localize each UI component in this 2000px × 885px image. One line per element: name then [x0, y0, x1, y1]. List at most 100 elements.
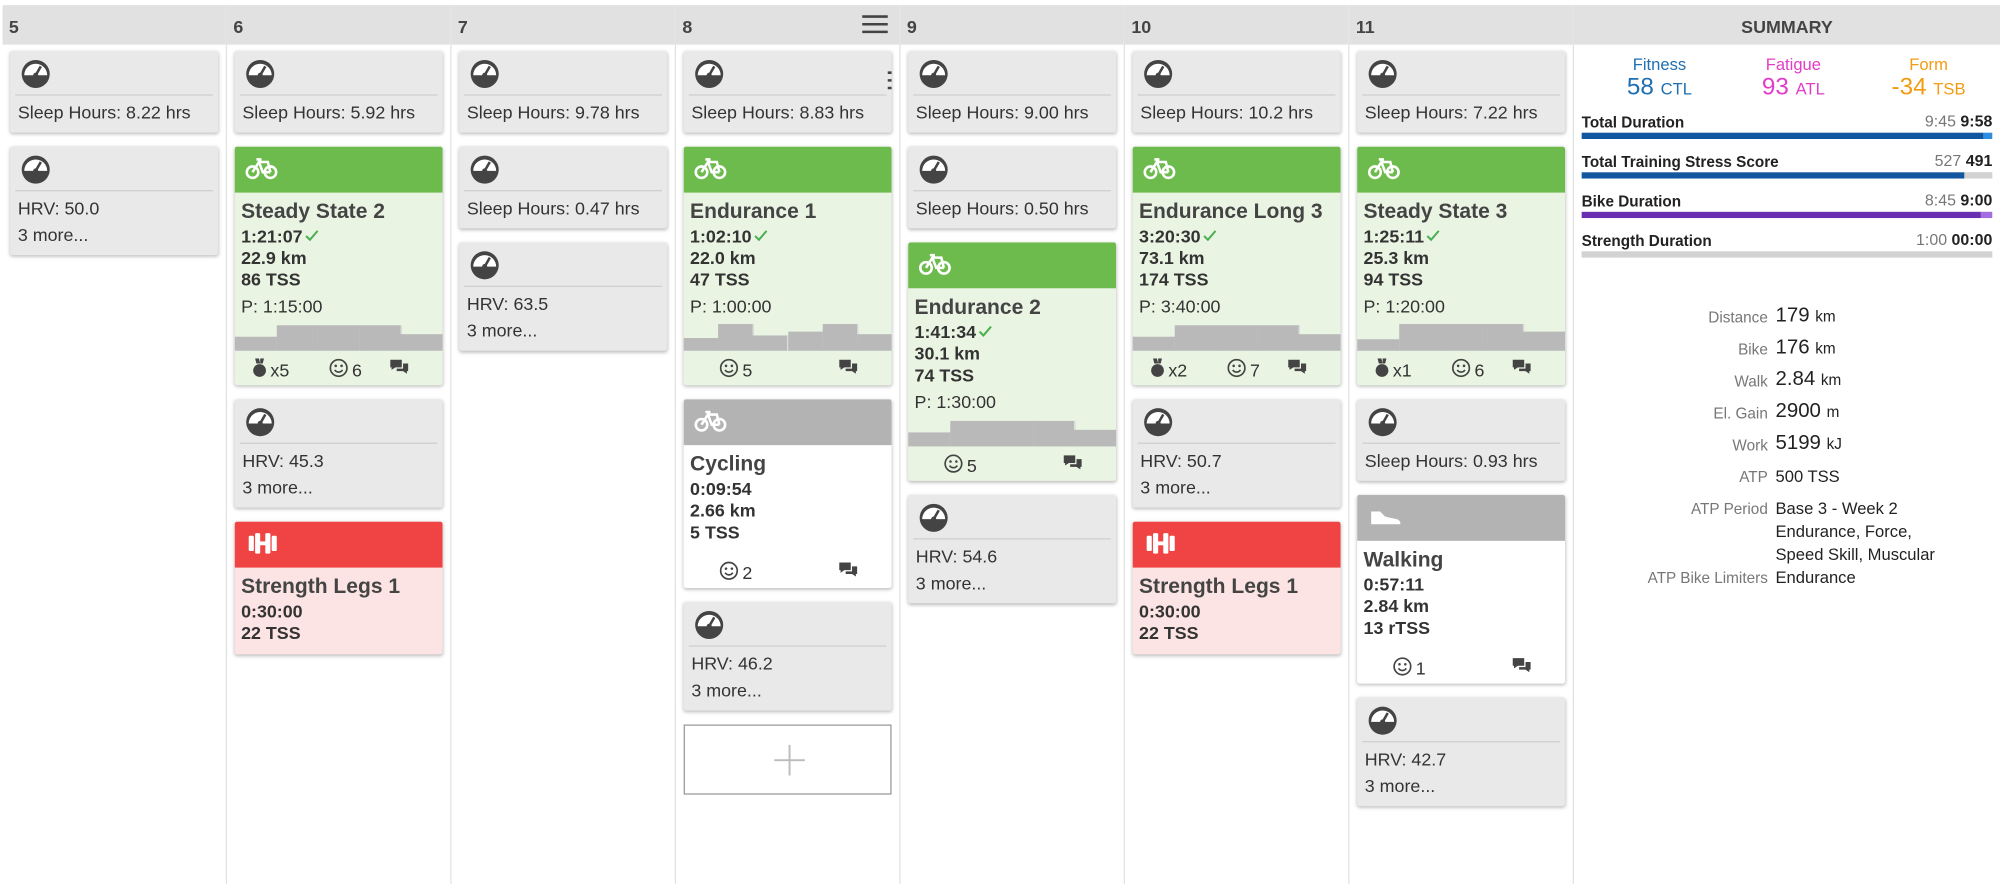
- metric-lines: Sleep Hours: 10.2 hrs: [1133, 96, 1341, 133]
- detail-label: ATP: [1739, 468, 1768, 486]
- metric-line: 3 more...: [915, 572, 987, 594]
- icon-shape: [1398, 663, 1401, 666]
- metric-card[interactable]: HRV: 63.5 3 more...: [459, 242, 668, 351]
- metric-card[interactable]: HRV: 54.6 3 more...: [908, 494, 1117, 604]
- workout-card[interactable]: Endurance 1 1:02:10 22.0 km 47 TSS P: 1:00:0…: [683, 146, 892, 386]
- icon-shape: [724, 572, 734, 576]
- icon-shape: [1153, 533, 1159, 554]
- metric-card[interactable]: Sleep Hours: 0.93 hrs: [1357, 399, 1566, 481]
- icon-shape: [1519, 661, 1531, 673]
- menu-icon[interactable]: [861, 14, 889, 34]
- workout-card[interactable]: Endurance 2 1:41:34 30.1 km 74 TSS P: 1:30:0…: [908, 242, 1117, 481]
- profile-segment: [949, 421, 993, 447]
- profile-segment: [991, 421, 1035, 447]
- icon-shape: [1371, 63, 1395, 76]
- chat-icon: [1287, 358, 1307, 378]
- chat[interactable]: [1511, 358, 1531, 378]
- card-list: Sleep Hours: 7.22 hrs Steady State 3 1:25:…: [1349, 45, 1572, 807]
- completed-check: [305, 226, 319, 246]
- icon-shape: [1063, 455, 1082, 470]
- detail-value: 179 km: [1775, 304, 1835, 330]
- profile-segment: [234, 336, 278, 351]
- icon-shape: [1146, 411, 1170, 424]
- icon-shape: [248, 533, 277, 554]
- metric-card[interactable]: Sleep Hours: 0.50 hrs: [908, 146, 1117, 229]
- detail-label: Bike: [1738, 340, 1768, 359]
- profile-segment: [1132, 336, 1176, 351]
- progress-row: Strength Duration 1:00 00:00: [1581, 224, 1993, 264]
- metric-card[interactable]: Sleep Hours: 9.00 hrs: [908, 51, 1117, 133]
- workout-card[interactable]: Walking 0:57:11 2.84 km 13 rTSS 1: [1357, 494, 1566, 684]
- icon-shape: [1144, 408, 1173, 437]
- chat[interactable]: [1511, 657, 1531, 677]
- workout-card[interactable]: Cycling 0:09:54 2.66 km 5 TSS 2: [683, 399, 892, 589]
- icon-shape: [329, 358, 348, 378]
- metric-card[interactable]: HRV: 45.3 3 more...: [234, 399, 443, 508]
- workout-card[interactable]: Steady State 2 1:21:07 22.9 km 86 TSS P: 1:1…: [234, 146, 443, 386]
- icon-shape: [248, 411, 272, 424]
- metric-card[interactable]: Sleep Hours: 9.78 hrs: [459, 51, 668, 133]
- metric-card[interactable]: Sleep Hours: 0.47 hrs: [459, 146, 668, 229]
- profile-segment: [317, 325, 361, 351]
- medal-count: x1: [1392, 359, 1412, 381]
- day-column: 8 Sleep Hours: 8.83 hrs Endurance 1 1:02:10…: [676, 5, 901, 884]
- icon-shape: [390, 359, 402, 370]
- profile-segment: [787, 331, 824, 351]
- chat[interactable]: [1062, 454, 1082, 474]
- workout-card[interactable]: Steady State 3 1:25:11 25.3 km 94 TSS P: 1:2…: [1357, 146, 1566, 386]
- icon-shape: [334, 369, 344, 373]
- workout-header: [908, 242, 1117, 289]
- detail-number: 179: [1775, 304, 1810, 327]
- metric-line: Sleep Hours: 9.78 hrs: [466, 102, 640, 123]
- profile-segment: [1174, 325, 1218, 351]
- chat[interactable]: [1287, 358, 1307, 378]
- metric-card[interactable]: Sleep Hours: 8.22 hrs: [10, 51, 219, 133]
- progress-track: [1581, 172, 1993, 179]
- profile-segment: [1074, 429, 1117, 447]
- icon-shape: [1512, 658, 1525, 669]
- metric-line: HRV: 63.5: [466, 293, 549, 314]
- metric-card[interactable]: HRV: 42.7 3 more...: [1357, 697, 1566, 807]
- icon-shape: [473, 159, 497, 171]
- workout-stat: 86 TSS: [241, 269, 301, 290]
- detail-row: ATP Bike Limiters Endurance, Force, Speed…: [1574, 520, 2000, 589]
- workout-stat: 0:09:54: [690, 478, 752, 499]
- workout-card[interactable]: Strength Legs 1 0:30:00 22 TSS: [234, 521, 443, 655]
- icon-shape: [1380, 719, 1386, 725]
- smile-icon: [1393, 657, 1412, 680]
- workout-header: [1357, 146, 1566, 193]
- icon-shape: [1404, 663, 1407, 666]
- icon-shape: [470, 251, 499, 280]
- metric-card[interactable]: Sleep Hours: 7.22 hrs: [1357, 51, 1566, 133]
- icon-shape: [390, 359, 409, 374]
- chat[interactable]: [838, 561, 858, 581]
- workout-header: [234, 521, 443, 568]
- icon-shape: [24, 159, 48, 171]
- workout-profile: [908, 418, 1117, 447]
- progress-label: Bike Duration: [1581, 192, 1682, 211]
- icon-shape: [1371, 411, 1395, 424]
- workout-card[interactable]: Strength Legs 1 0:30:00 22 TSS: [1132, 521, 1341, 655]
- metric-card[interactable]: Sleep Hours: 10.2 hrs: [1132, 51, 1341, 133]
- workout-card[interactable]: Endurance Long 3 3:20:30 73.1 km 174 TSS P: …: [1132, 146, 1341, 386]
- metric-card[interactable]: Sleep Hours: 8.83 hrs: [683, 51, 892, 133]
- chat[interactable]: [389, 358, 409, 378]
- workout-title: Endurance 2: [914, 295, 1041, 319]
- metric-card[interactable]: HRV: 50.0 3 more...: [10, 146, 219, 256]
- metric-card[interactable]: HRV: 50.7 3 more...: [1132, 399, 1341, 508]
- metric-line: Sleep Hours: 0.93 hrs: [1364, 450, 1538, 471]
- progress-label: Total Training Stress Score: [1581, 153, 1779, 171]
- workout-stat: 94 TSS: [1363, 269, 1424, 290]
- smile-icon: [719, 561, 739, 584]
- workout-stat: 73.1 km: [1139, 247, 1205, 268]
- icon-shape: [694, 158, 727, 180]
- metric-line: Sleep Hours: 7.22 hrs: [1364, 102, 1538, 123]
- metric-lines: Sleep Hours: 0.50 hrs: [908, 191, 1116, 228]
- add-workout[interactable]: [683, 724, 892, 795]
- metric-line: HRV: 50.0: [17, 197, 100, 219]
- metric-line: HRV: 45.3: [242, 450, 324, 471]
- icon-shape: [1227, 358, 1246, 378]
- metric-card[interactable]: HRV: 46.2 3 more...: [683, 602, 892, 711]
- chat[interactable]: [838, 358, 858, 378]
- metric-card[interactable]: Sleep Hours: 5.92 hrs: [234, 51, 443, 133]
